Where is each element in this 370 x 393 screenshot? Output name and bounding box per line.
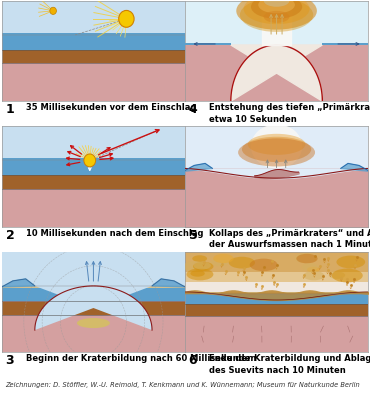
Ellipse shape [243, 0, 310, 24]
Bar [2, 126, 185, 160]
Bar [185, 45, 368, 101]
Text: 5: 5 [189, 229, 198, 242]
Ellipse shape [336, 255, 365, 268]
Ellipse shape [229, 257, 255, 268]
Text: Kollaps des „Primärkraters“ und Ablagerung
der Auswurfsmassen nach 1 Minute: Kollaps des „Primärkraters“ und Ablageru… [209, 229, 370, 249]
Polygon shape [183, 163, 212, 171]
Ellipse shape [251, 124, 302, 169]
Polygon shape [231, 45, 322, 101]
Polygon shape [2, 252, 185, 330]
Ellipse shape [183, 261, 206, 272]
Bar [2, 63, 185, 101]
Ellipse shape [194, 262, 211, 270]
Text: Beginn der Kraterbildung nach 60 Millisekunden: Beginn der Kraterbildung nach 60 Millise… [26, 354, 256, 363]
Bar [2, 33, 185, 35]
Bar [185, 252, 368, 272]
Bar [2, 189, 185, 227]
Ellipse shape [296, 254, 317, 263]
Bar [2, 1, 185, 35]
Polygon shape [341, 163, 370, 171]
Polygon shape [262, 5, 291, 45]
Bar [2, 286, 185, 352]
Ellipse shape [258, 0, 295, 13]
Bar [2, 302, 185, 315]
Ellipse shape [250, 259, 278, 271]
Ellipse shape [248, 134, 305, 155]
Bar [185, 304, 368, 316]
Text: 1: 1 [6, 103, 14, 116]
Circle shape [84, 154, 95, 167]
Ellipse shape [213, 254, 234, 263]
Ellipse shape [240, 0, 313, 32]
Bar [2, 50, 185, 63]
Ellipse shape [332, 268, 363, 283]
Polygon shape [2, 279, 35, 287]
Polygon shape [152, 279, 185, 287]
Bar [185, 1, 368, 45]
Bar [2, 288, 185, 301]
Bar [185, 294, 368, 304]
Circle shape [50, 7, 57, 15]
Circle shape [119, 11, 134, 27]
Ellipse shape [77, 318, 110, 328]
Ellipse shape [303, 271, 324, 280]
Bar [185, 126, 368, 169]
Ellipse shape [264, 11, 289, 23]
Bar [185, 316, 368, 352]
Bar [185, 252, 368, 282]
Bar [2, 158, 185, 160]
Text: 10 Millisekunden nach dem Einschlag: 10 Millisekunden nach dem Einschlag [26, 229, 203, 238]
Bar [185, 43, 231, 45]
Bar [185, 292, 368, 294]
Bar [2, 33, 185, 50]
Ellipse shape [302, 263, 318, 270]
Text: 6: 6 [189, 354, 197, 367]
Text: 4: 4 [189, 103, 198, 116]
Bar [185, 169, 368, 227]
Text: 2: 2 [6, 229, 14, 242]
Bar [2, 286, 185, 288]
Ellipse shape [242, 137, 311, 162]
Text: 3: 3 [6, 354, 14, 367]
Text: Ende der Kraterbildung und Ablagerung
des Suevits nach 10 Minuten: Ende der Kraterbildung und Ablagerung de… [209, 354, 370, 375]
Ellipse shape [192, 255, 207, 262]
Ellipse shape [191, 270, 205, 277]
Ellipse shape [329, 272, 345, 279]
Ellipse shape [236, 0, 317, 29]
Ellipse shape [264, 0, 289, 7]
Ellipse shape [193, 262, 213, 271]
Ellipse shape [211, 259, 228, 266]
Ellipse shape [238, 138, 315, 167]
Text: Zeichnungen: D. Stöffler, W.-U. Reimold, T. Kenkmann und K. Wünnemann; Museum fü: Zeichnungen: D. Stöffler, W.-U. Reimold,… [6, 382, 360, 388]
Bar [2, 176, 185, 189]
Bar [2, 158, 185, 176]
Ellipse shape [251, 0, 302, 19]
Ellipse shape [295, 253, 316, 263]
Ellipse shape [186, 268, 213, 280]
Bar [2, 252, 185, 286]
Text: Entstehung des tiefen „Primärkraters“ nach
etwa 10 Sekunden: Entstehung des tiefen „Primärkraters“ na… [209, 103, 370, 124]
Bar [322, 43, 368, 45]
Ellipse shape [307, 267, 320, 272]
Text: 35 Millisekunden vor dem Einschlag: 35 Millisekunden vor dem Einschlag [26, 103, 196, 112]
